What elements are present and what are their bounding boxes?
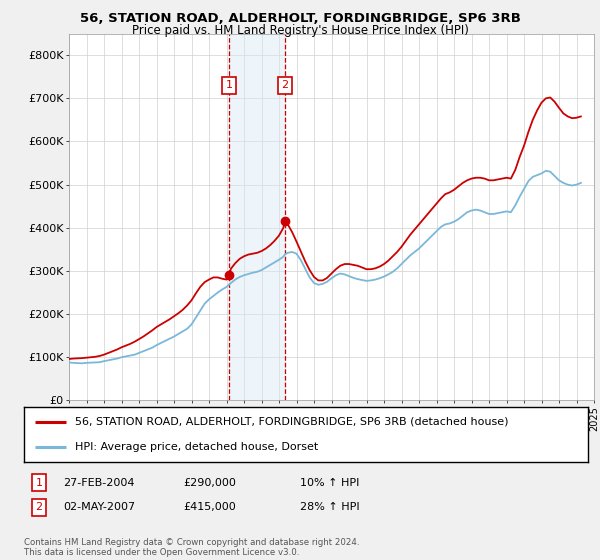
Text: 2: 2	[281, 81, 289, 90]
Text: £415,000: £415,000	[183, 502, 236, 512]
Text: 2: 2	[35, 502, 43, 512]
Text: HPI: Average price, detached house, Dorset: HPI: Average price, detached house, Dors…	[75, 442, 318, 452]
Text: Price paid vs. HM Land Registry's House Price Index (HPI): Price paid vs. HM Land Registry's House …	[131, 24, 469, 36]
Text: 02-MAY-2007: 02-MAY-2007	[63, 502, 135, 512]
Text: £290,000: £290,000	[183, 478, 236, 488]
Bar	[229, 34, 285, 400]
Text: Contains HM Land Registry data © Crown copyright and database right 2024.
This d: Contains HM Land Registry data © Crown c…	[24, 538, 359, 557]
Text: 56, STATION ROAD, ALDERHOLT, FORDINGBRIDGE, SP6 3RB: 56, STATION ROAD, ALDERHOLT, FORDINGBRID…	[80, 12, 520, 25]
Text: 1: 1	[35, 478, 43, 488]
Text: 27-FEB-2004: 27-FEB-2004	[63, 478, 134, 488]
Text: 56, STATION ROAD, ALDERHOLT, FORDINGBRIDGE, SP6 3RB (detached house): 56, STATION ROAD, ALDERHOLT, FORDINGBRID…	[75, 417, 508, 427]
Text: 10% ↑ HPI: 10% ↑ HPI	[300, 478, 359, 488]
Text: 28% ↑ HPI: 28% ↑ HPI	[300, 502, 359, 512]
Text: 1: 1	[226, 81, 233, 90]
